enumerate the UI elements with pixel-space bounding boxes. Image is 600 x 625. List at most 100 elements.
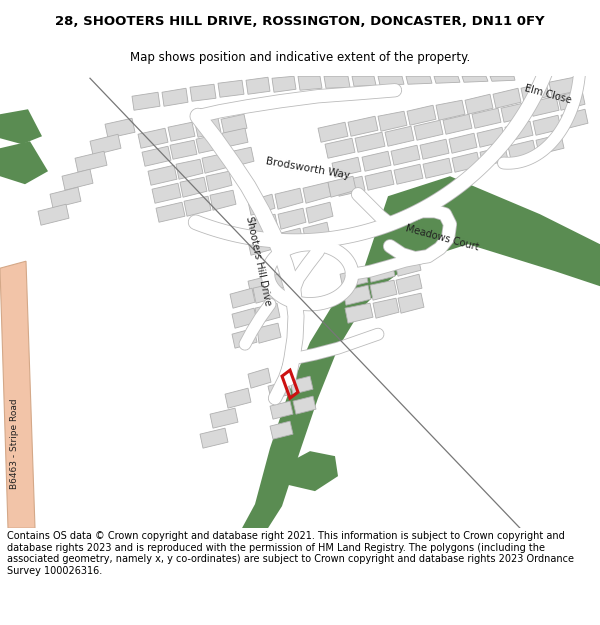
Polygon shape: [248, 234, 276, 255]
Polygon shape: [558, 90, 585, 110]
Polygon shape: [250, 214, 278, 235]
Polygon shape: [138, 128, 168, 148]
Polygon shape: [443, 114, 472, 134]
Polygon shape: [340, 268, 368, 288]
Polygon shape: [303, 182, 331, 203]
Polygon shape: [378, 111, 407, 131]
Polygon shape: [561, 109, 588, 129]
Polygon shape: [398, 293, 424, 313]
Polygon shape: [206, 171, 232, 191]
Polygon shape: [536, 134, 564, 154]
Polygon shape: [328, 176, 356, 198]
Polygon shape: [365, 170, 394, 190]
Polygon shape: [210, 190, 236, 210]
Polygon shape: [318, 122, 348, 142]
Text: 28, SHOOTERS HILL DRIVE, ROSSINGTON, DONCASTER, DN11 0FY: 28, SHOOTERS HILL DRIVE, ROSSINGTON, DON…: [55, 15, 545, 28]
Polygon shape: [156, 202, 185, 222]
Polygon shape: [253, 283, 278, 303]
Polygon shape: [391, 145, 420, 165]
Polygon shape: [184, 196, 211, 216]
Polygon shape: [246, 78, 270, 94]
Polygon shape: [62, 169, 93, 190]
Polygon shape: [362, 151, 391, 171]
Polygon shape: [396, 274, 422, 294]
Polygon shape: [462, 76, 488, 82]
Polygon shape: [0, 141, 48, 184]
Polygon shape: [370, 280, 397, 300]
Polygon shape: [168, 122, 195, 141]
Polygon shape: [248, 276, 271, 295]
Polygon shape: [508, 140, 536, 160]
Polygon shape: [270, 401, 293, 419]
Polygon shape: [202, 153, 228, 173]
Polygon shape: [505, 121, 533, 141]
Polygon shape: [378, 76, 404, 85]
Polygon shape: [480, 146, 508, 166]
Polygon shape: [152, 183, 181, 203]
Polygon shape: [293, 396, 316, 414]
Polygon shape: [0, 336, 600, 528]
Text: Meadows Court: Meadows Court: [404, 224, 480, 253]
Polygon shape: [306, 202, 333, 223]
Polygon shape: [190, 84, 216, 101]
Polygon shape: [355, 132, 385, 152]
Polygon shape: [303, 222, 330, 243]
Text: Map shows position and indicative extent of the property.: Map shows position and indicative extent…: [130, 51, 470, 64]
Polygon shape: [436, 100, 465, 120]
Polygon shape: [270, 421, 293, 439]
Polygon shape: [549, 78, 576, 96]
Polygon shape: [176, 159, 203, 179]
Polygon shape: [373, 298, 399, 318]
Polygon shape: [490, 76, 515, 81]
Polygon shape: [332, 158, 361, 177]
Polygon shape: [343, 285, 371, 305]
Polygon shape: [257, 323, 281, 343]
Polygon shape: [420, 139, 449, 159]
Polygon shape: [270, 271, 293, 290]
Polygon shape: [336, 176, 365, 196]
Polygon shape: [449, 133, 477, 153]
Polygon shape: [394, 164, 423, 184]
Polygon shape: [210, 408, 238, 428]
Polygon shape: [324, 76, 350, 88]
Polygon shape: [170, 140, 197, 159]
Polygon shape: [276, 228, 303, 249]
Polygon shape: [196, 134, 222, 153]
Polygon shape: [395, 256, 421, 276]
Polygon shape: [268, 381, 291, 399]
Polygon shape: [221, 114, 247, 133]
Polygon shape: [385, 126, 414, 146]
Polygon shape: [222, 128, 248, 148]
Polygon shape: [472, 108, 501, 128]
Polygon shape: [90, 134, 121, 155]
Polygon shape: [521, 82, 549, 102]
Polygon shape: [242, 176, 600, 528]
Polygon shape: [232, 328, 257, 348]
Polygon shape: [414, 120, 443, 140]
Polygon shape: [406, 76, 432, 84]
Polygon shape: [282, 451, 338, 491]
Polygon shape: [423, 158, 452, 178]
Polygon shape: [352, 76, 376, 86]
Polygon shape: [290, 376, 313, 394]
Polygon shape: [501, 102, 530, 122]
Polygon shape: [434, 76, 460, 83]
Polygon shape: [493, 88, 521, 108]
Polygon shape: [248, 194, 275, 215]
Polygon shape: [345, 303, 373, 323]
Polygon shape: [533, 115, 561, 135]
Polygon shape: [368, 262, 395, 282]
Text: Elm Close: Elm Close: [524, 83, 572, 105]
Polygon shape: [162, 88, 188, 106]
Polygon shape: [298, 76, 322, 90]
Polygon shape: [0, 109, 42, 144]
Polygon shape: [477, 127, 505, 148]
Polygon shape: [148, 165, 177, 185]
Polygon shape: [230, 288, 255, 308]
Text: Shooters Hill Drive: Shooters Hill Drive: [244, 216, 272, 307]
Text: Brodsworth Way: Brodsworth Way: [265, 156, 351, 181]
Polygon shape: [38, 204, 69, 225]
Polygon shape: [255, 303, 280, 323]
Polygon shape: [232, 308, 257, 328]
Polygon shape: [530, 96, 559, 116]
